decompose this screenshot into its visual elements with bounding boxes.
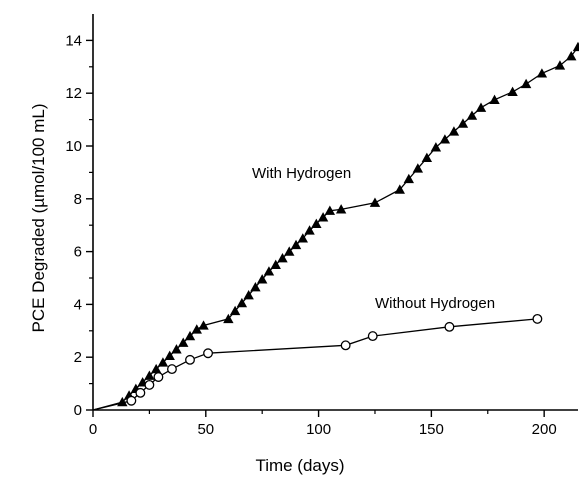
data-point-without-hydrogen xyxy=(126,395,137,406)
data-point-with-hydrogen xyxy=(171,344,182,354)
y-tick-label: 4 xyxy=(74,296,82,313)
x-tick-label: 100 xyxy=(306,421,331,438)
data-point-with-hydrogen xyxy=(412,163,424,173)
data-point-with-hydrogen xyxy=(164,350,175,361)
data-point-without-hydrogen xyxy=(135,387,146,398)
data-point-with-hydrogen xyxy=(369,197,381,207)
data-point-with-hydrogen xyxy=(421,152,433,163)
data-point-with-hydrogen xyxy=(157,357,169,367)
data-point-with-hydrogen xyxy=(335,204,347,214)
data-point-with-hydrogen xyxy=(324,205,336,215)
data-point-with-hydrogen xyxy=(536,68,548,78)
data-point-with-hydrogen xyxy=(394,184,405,194)
y-tick-label: 12 xyxy=(65,85,82,102)
axes xyxy=(92,14,578,411)
data-point-with-hydrogen xyxy=(290,239,302,250)
data-point-with-hydrogen xyxy=(311,218,322,229)
data-point-without-hydrogen xyxy=(340,340,351,351)
data-point-with-hydrogen xyxy=(229,305,241,316)
series-without-hydrogen xyxy=(92,313,543,411)
data-point-with-hydrogen xyxy=(572,41,579,52)
data-point-with-hydrogen xyxy=(144,370,155,380)
data-point-with-hydrogen xyxy=(520,78,532,89)
data-point-with-hydrogen xyxy=(489,94,500,104)
data-point-with-hydrogen xyxy=(198,320,209,330)
y-tick-label: 0 xyxy=(74,402,82,419)
data-point-with-hydrogen xyxy=(403,173,415,184)
data-point-without-hydrogen xyxy=(167,364,177,375)
x-tick-label: 200 xyxy=(532,421,557,438)
data-point-with-hydrogen xyxy=(284,246,295,256)
data-point-with-hydrogen xyxy=(297,233,308,243)
data-point-with-hydrogen xyxy=(256,274,268,284)
data-point-with-hydrogen xyxy=(554,60,566,70)
y-axis-title: PCE Degraded (µmol/100 mL) xyxy=(29,103,48,332)
x-tick-label: 150 xyxy=(419,421,444,438)
series-line-with-hydrogen xyxy=(92,46,579,411)
data-point-with-hydrogen xyxy=(304,225,315,235)
data-point-with-hydrogen xyxy=(184,330,196,341)
data-point-with-hydrogen xyxy=(439,134,451,144)
data-point-with-hydrogen xyxy=(448,126,460,136)
data-point-with-hydrogen xyxy=(236,297,248,308)
annotation-with-hydrogen: With Hydrogen xyxy=(252,165,351,182)
data-point-without-hydrogen xyxy=(444,321,455,332)
data-point-with-hydrogen xyxy=(277,253,288,263)
data-point-with-hydrogen xyxy=(457,118,469,128)
y-tick-label: 2 xyxy=(74,349,82,366)
y-tick-label: 10 xyxy=(65,138,82,155)
y-tick-label: 14 xyxy=(65,32,82,49)
data-point-with-hydrogen xyxy=(317,212,329,222)
axis-ticks: 0 50 100 150 200 0 2 4 6 8 10 12 14 xyxy=(65,32,556,438)
series-with-hydrogen xyxy=(92,41,579,411)
data-point-with-hydrogen xyxy=(150,363,162,374)
data-point-with-hydrogen xyxy=(243,289,254,300)
data-point-with-hydrogen xyxy=(270,259,281,269)
data-point-with-hydrogen xyxy=(566,51,577,61)
data-point-without-hydrogen xyxy=(153,372,164,382)
data-point-with-hydrogen xyxy=(466,110,478,120)
data-point-with-hydrogen xyxy=(178,337,189,347)
data-point-without-hydrogen xyxy=(185,354,195,365)
data-point-without-hydrogen xyxy=(532,313,543,324)
data-point-without-hydrogen xyxy=(367,331,378,342)
data-point-with-hydrogen xyxy=(475,102,487,112)
x-axis-title: Time (days) xyxy=(255,456,344,475)
series-layer xyxy=(92,41,579,411)
x-tick-label: 0 xyxy=(89,421,97,438)
data-point-with-hydrogen xyxy=(191,324,202,334)
data-point-with-hydrogen xyxy=(223,313,234,324)
x-tick-label: 50 xyxy=(197,421,214,438)
data-point-with-hydrogen xyxy=(507,86,518,97)
annotation-without-hydrogen: Without Hydrogen xyxy=(375,295,495,312)
y-tick-label: 6 xyxy=(74,244,82,261)
data-point-with-hydrogen xyxy=(430,142,442,152)
data-point-with-hydrogen xyxy=(250,282,261,292)
data-point-with-hydrogen xyxy=(263,266,275,276)
data-point-without-hydrogen xyxy=(203,348,213,359)
y-tick-label: 8 xyxy=(74,191,82,208)
data-point-without-hydrogen xyxy=(144,379,155,390)
